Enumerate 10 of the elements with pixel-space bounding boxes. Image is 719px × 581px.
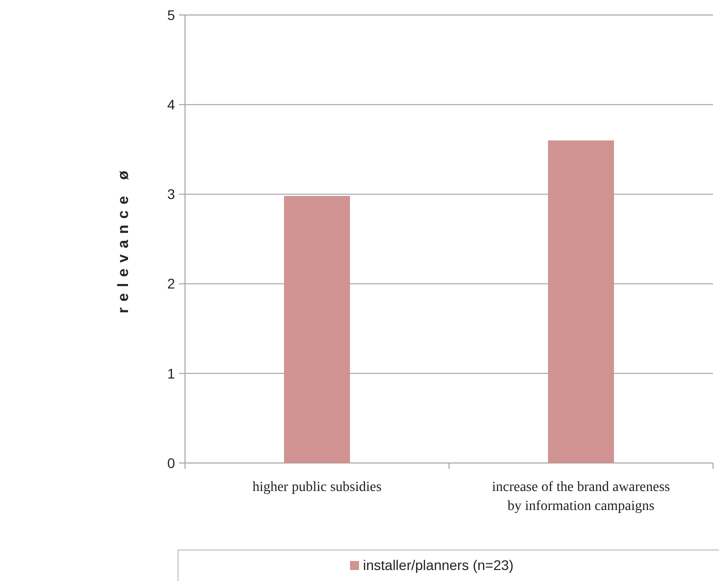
x-tick-label: higher public subsidies <box>252 480 382 495</box>
x-tick-label: increase of the brand awareness by information campaigns <box>492 480 670 514</box>
y-tick-label: 5 <box>167 6 176 23</box>
y-tick-label: 1 <box>167 365 176 382</box>
y-tick-label: 2 <box>167 276 176 292</box>
y-axis-title: relevance ø <box>115 164 132 314</box>
legend-label: installer/planners (n=23) <box>363 557 514 573</box>
y-tick-label: 3 <box>167 186 176 202</box>
y-tick-label: 4 <box>167 96 176 112</box>
y-tick-label: 0 <box>167 454 176 471</box>
